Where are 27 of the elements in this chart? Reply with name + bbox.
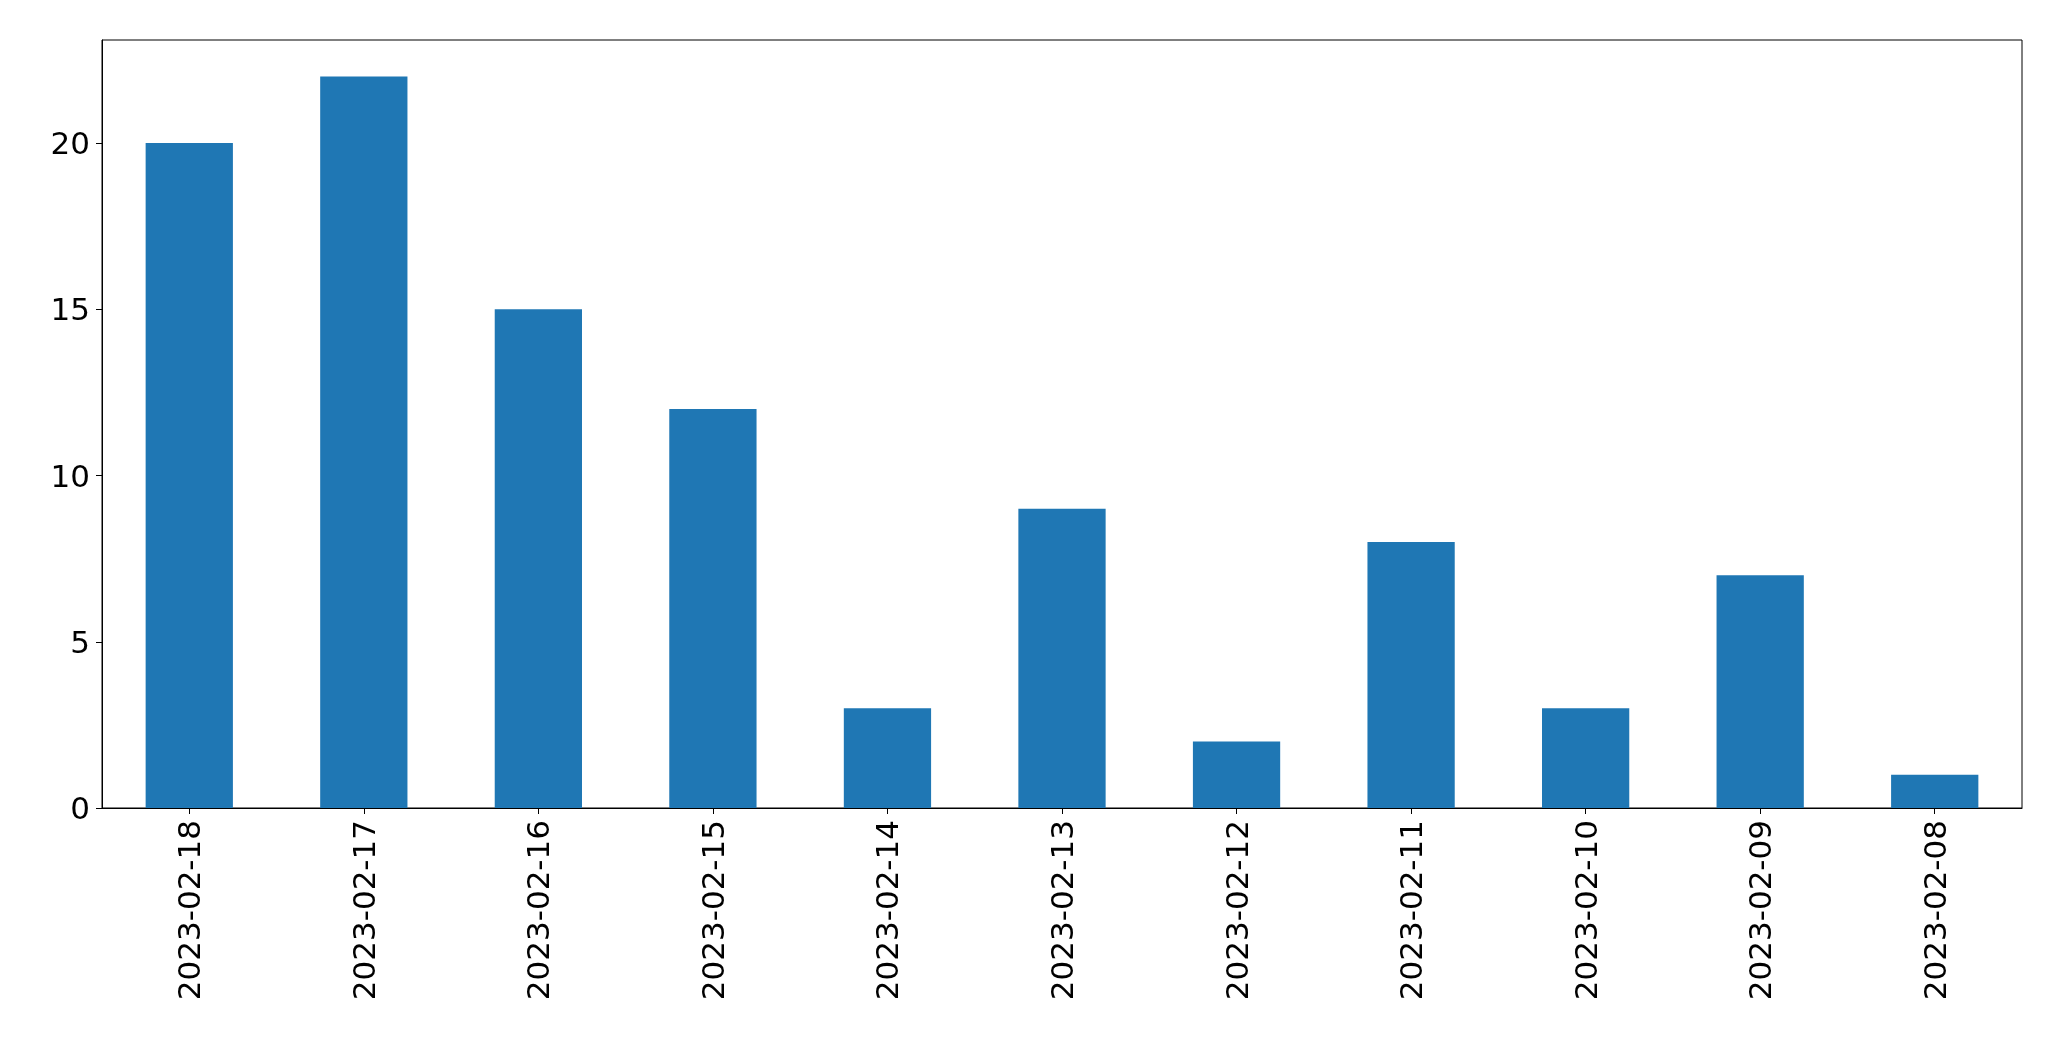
x-tick-label: 2023-02-15 — [694, 820, 731, 1001]
x-tick-label: 2023-02-14 — [869, 820, 906, 1001]
bar — [1018, 508, 1106, 808]
bar — [843, 708, 932, 808]
bar — [1367, 542, 1455, 808]
bar — [145, 143, 233, 808]
x-tick-label: 2023-02-11 — [1393, 820, 1430, 1001]
y-tick-label: 10 — [50, 457, 90, 494]
y-tick-label: 20 — [50, 125, 90, 162]
x-tick-label: 2023-02-10 — [1567, 820, 1604, 1001]
x-tick-label: 2023-02-09 — [1742, 820, 1779, 1001]
bar — [320, 76, 408, 808]
y-tick-label: 0 — [70, 790, 90, 826]
x-tick-label: 2023-02-12 — [1218, 820, 1255, 1001]
bar — [494, 309, 582, 808]
x-tick-label: 2023-02-17 — [345, 820, 382, 1001]
x-tick-label: 2023-02-08 — [1916, 820, 1953, 1001]
x-tick-label: 2023-02-18 — [171, 820, 208, 1001]
bar — [1542, 708, 1630, 808]
bar — [1891, 774, 1979, 808]
x-tick-label: 2023-02-16 — [520, 820, 557, 1001]
y-tick-label: 15 — [50, 291, 90, 328]
y-tick-label: 5 — [70, 623, 90, 660]
bar — [1192, 741, 1281, 808]
bar — [669, 409, 757, 808]
x-tick-label: 2023-02-13 — [1044, 820, 1080, 1001]
bar — [1716, 575, 1804, 808]
